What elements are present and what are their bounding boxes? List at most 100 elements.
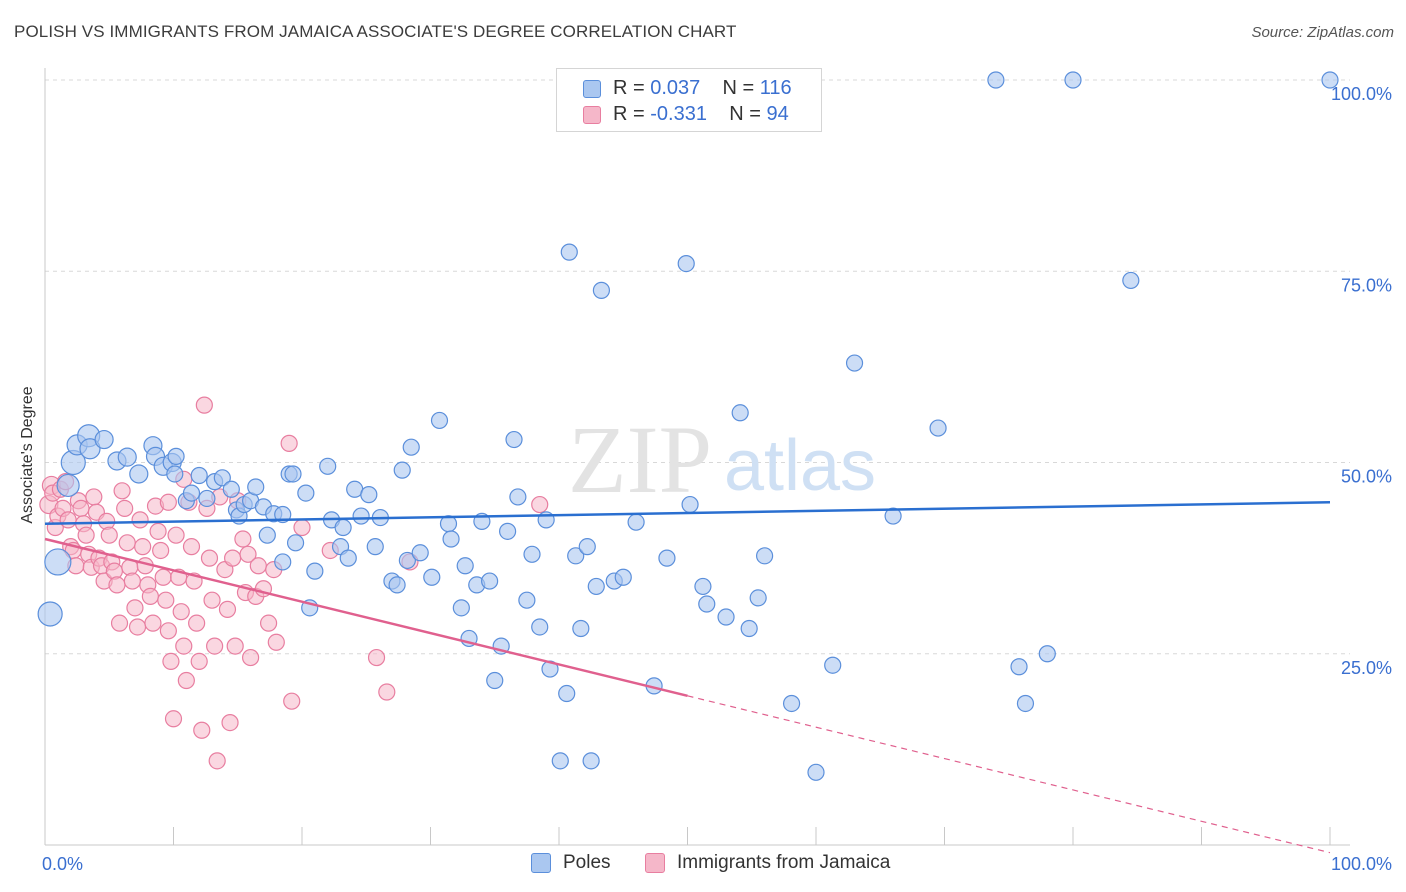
poles-point (360, 486, 378, 504)
poles-point (393, 461, 411, 479)
poles-point (845, 354, 864, 372)
poles-point (694, 577, 712, 596)
poles-point (1010, 658, 1028, 676)
poles-point (505, 430, 523, 449)
source-label: Source: ZipAtlas.com (1251, 24, 1394, 41)
poles-point (56, 473, 80, 498)
poles-point (94, 429, 114, 450)
poles-point (731, 404, 749, 422)
poles-points (37, 71, 1339, 781)
poles-point (430, 411, 449, 430)
jamaica-point (144, 614, 162, 632)
poles-point (297, 484, 315, 502)
jamaica-point (200, 549, 219, 567)
jamaica-point (193, 721, 211, 739)
jamaica-point (188, 614, 206, 632)
poles-point (587, 577, 605, 596)
jamaica-point (131, 511, 149, 529)
poles-point (551, 752, 569, 770)
jamaica-legend-swatch (645, 853, 665, 873)
jamaica-point (154, 568, 172, 586)
poles-point (398, 551, 416, 570)
poles-point (884, 507, 902, 525)
y-tick-label: 25.0% (1341, 658, 1392, 678)
jamaica-point (152, 541, 170, 560)
poles-point (523, 545, 541, 563)
poles-point (558, 684, 576, 703)
jamaica-point (108, 576, 126, 594)
poles-point (284, 465, 302, 483)
poles-point (677, 255, 695, 273)
jamaica-point (182, 538, 201, 556)
jamaica-point (118, 534, 136, 552)
poles-point (423, 568, 441, 586)
jamaica-point (259, 614, 278, 632)
poles-point (37, 601, 63, 627)
y-tick-label: 75.0% (1341, 275, 1392, 295)
jamaica-point (190, 652, 208, 671)
series-legend: Poles Immigrants from Jamaica (0, 852, 1406, 878)
poles-point (740, 619, 758, 638)
poles-point (402, 438, 420, 456)
jamaica-point (59, 511, 77, 529)
axes (44, 68, 1350, 846)
jamaica-point (208, 752, 226, 770)
jamaica-point (134, 538, 152, 556)
poles-point (698, 595, 716, 613)
poles-point (442, 530, 460, 548)
jamaica-point (203, 591, 221, 609)
tick-labels: 25.0% 50.0% 75.0% 100.0% 0.0% 100.0% (42, 84, 1392, 874)
jamaica-point (72, 499, 90, 517)
jamaica-point (128, 618, 147, 636)
poles-point (1122, 271, 1140, 290)
jamaica-trend-line (44, 537, 688, 698)
jamaica-point (77, 526, 95, 544)
jamaica-point (113, 482, 131, 500)
poles-point (572, 619, 590, 638)
jamaica-point (175, 637, 193, 655)
poles-point (567, 547, 585, 565)
poles-point (509, 488, 527, 506)
jamaica-point (116, 499, 134, 517)
poles-point (824, 656, 842, 674)
poles-point (614, 568, 632, 586)
trend-lines (44, 501, 1331, 854)
poles-point (452, 599, 470, 617)
jamaica-point (100, 526, 118, 544)
y-axis-title: Associate's Degree (19, 386, 36, 524)
poles-point (79, 438, 101, 460)
poles-point (319, 457, 337, 475)
poles-point (129, 464, 149, 484)
jamaica-point (126, 599, 144, 617)
poles-point (1038, 645, 1056, 663)
poles-point (531, 618, 549, 636)
jamaica-point (177, 671, 195, 690)
jamaica-point (159, 622, 177, 640)
jamaica-point (280, 434, 298, 452)
x-tick-label: 100.0% (1331, 854, 1392, 874)
r-label: R = (613, 77, 645, 99)
poles-point (334, 518, 352, 537)
jamaica-point (367, 648, 386, 667)
legend-row-poles-text: R = 0.037 N = 116 (613, 77, 792, 100)
jamaica-point (167, 526, 185, 544)
poles-point (987, 71, 1005, 89)
jamaica-point (224, 549, 242, 567)
jamaica-trend-extension (687, 695, 1331, 854)
jamaica-point (283, 692, 301, 710)
jamaica-point (242, 648, 260, 667)
jamaica-point (110, 614, 129, 632)
y-tick-label: 50.0% (1341, 467, 1392, 487)
poles-point (306, 562, 324, 580)
poles-swatch (583, 80, 601, 98)
poles-point (518, 591, 536, 609)
grid-lines (45, 79, 1350, 655)
r-label: R = (613, 103, 645, 125)
watermark-atlas: atlas (724, 426, 876, 506)
poles-point (481, 572, 499, 590)
chart-title: POLISH VS IMMIGRANTS FROM JAMAICA ASSOCI… (14, 22, 737, 41)
n-label: N = (722, 77, 755, 99)
poles-legend-swatch (531, 853, 551, 873)
poles-point (658, 549, 676, 567)
